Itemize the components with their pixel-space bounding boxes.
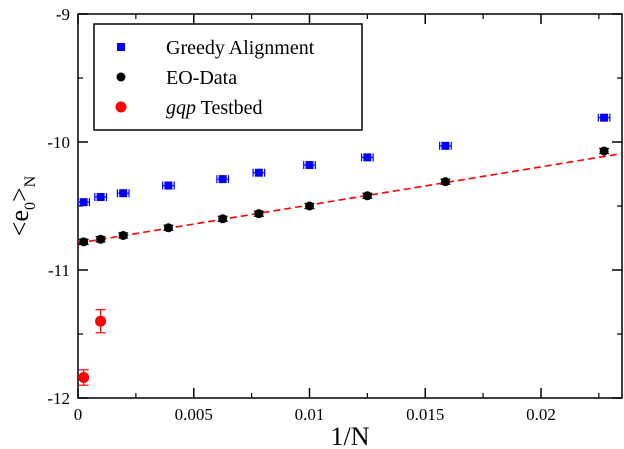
data-point [254, 209, 264, 219]
legend-marker [116, 72, 126, 82]
data-point [218, 214, 228, 224]
data-point [96, 234, 106, 244]
data-point [362, 191, 372, 201]
legend: Greedy Alignment EO-Data gqp Testbed [93, 23, 363, 131]
data-point [119, 189, 128, 198]
data-point [599, 146, 609, 156]
legend-marker [117, 43, 125, 51]
data-point [600, 113, 609, 122]
y-tick-label: -10 [47, 133, 70, 152]
legend-label: EO-Data [166, 67, 237, 89]
data-point [363, 153, 372, 162]
x-tick-label: 0.015 [406, 405, 444, 424]
data-point [304, 201, 314, 211]
legend-label: Greedy Alignment [166, 37, 315, 59]
x-tick-label: 0.02 [526, 405, 556, 424]
x-axis-title: 1/N [331, 422, 370, 449]
data-point [254, 168, 263, 177]
svg-text:<e0>N: <e0>N [5, 175, 39, 236]
data-point [440, 177, 450, 187]
data-point [79, 198, 88, 207]
series-1 [78, 146, 610, 247]
axes: 0 0.005 0.01 0.015 0.02 -12 -11 -10 -9 [47, 5, 622, 424]
y-tick-label: -11 [48, 261, 70, 280]
data-point [305, 161, 314, 170]
y-axis-title: <e0>N [5, 175, 39, 236]
data-point [96, 193, 105, 202]
y-tick-label: -12 [47, 389, 70, 408]
x-tick-label: 0.005 [175, 405, 213, 424]
fit-line-layer [77, 152, 623, 244]
series-0 [77, 113, 611, 207]
x-tick-label: 0.01 [295, 405, 325, 424]
fit-line [77, 152, 623, 244]
y-tick-label: -9 [56, 5, 70, 24]
data-point [118, 230, 128, 240]
data-point [163, 223, 173, 233]
legend-marker [115, 101, 127, 113]
data-point [441, 141, 450, 150]
x-tick-label: 0 [74, 405, 83, 424]
marks-layer [77, 113, 611, 386]
data-point [95, 315, 107, 327]
data-point [164, 181, 173, 190]
series-2 [78, 309, 107, 386]
legend-box [93, 23, 363, 131]
legend-label: gqp Testbed [166, 97, 263, 119]
data-point [218, 175, 227, 184]
data-point [79, 237, 89, 247]
data-point [78, 372, 90, 384]
